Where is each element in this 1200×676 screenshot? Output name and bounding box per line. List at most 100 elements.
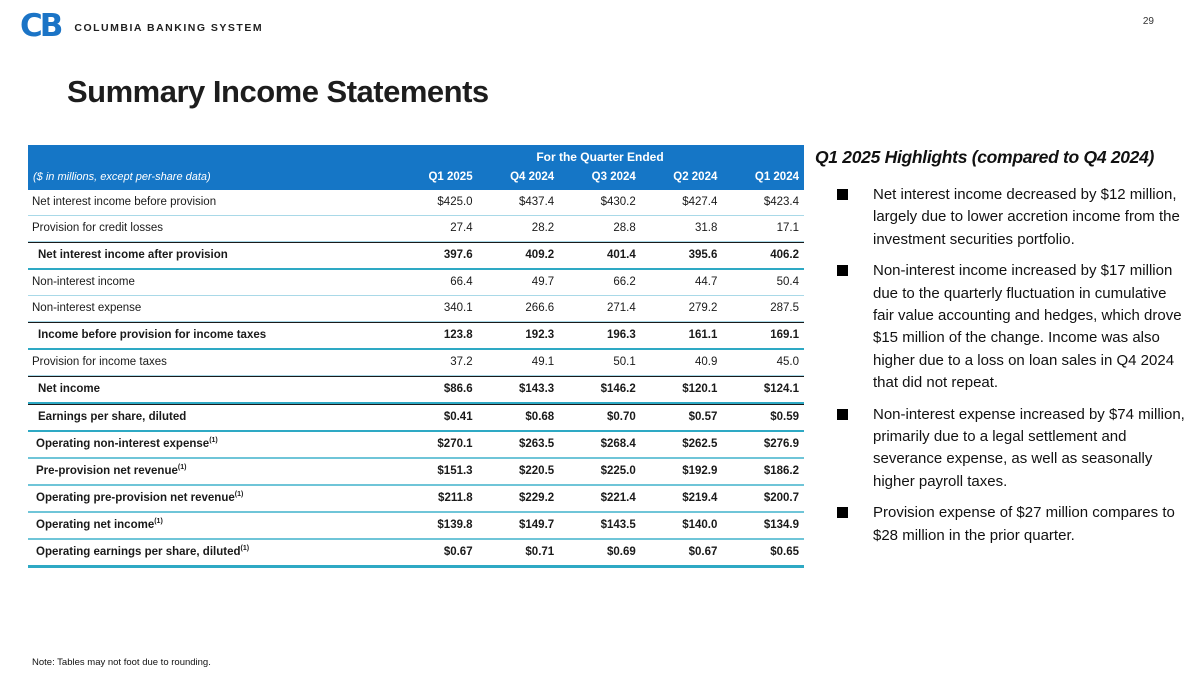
highlight-bullet: Net interest income decreased by $12 mil…: [815, 184, 1193, 251]
units-caption: ($ in millions, except per-share data): [28, 166, 396, 190]
row-value: 266.6: [477, 296, 560, 322]
bullet-square-icon: [837, 408, 848, 420]
bullet-text: Non-interest expense increased by $74 mi…: [873, 405, 1185, 490]
row-value: $0.68: [477, 404, 560, 432]
brand-name: COLUMBIA BANKING SYSTEM: [74, 21, 264, 34]
bullet-square-icon: [837, 507, 848, 519]
row-value: $0.57: [640, 404, 723, 432]
table-row: Operating non-interest expense(1) $270.1 $…: [28, 432, 804, 459]
quarter-ended-spanner: For the Quarter Ended: [396, 145, 804, 166]
column-header-q1-2025: Q1 2025: [396, 166, 478, 190]
table-row: Operating pre-provision net revenue(1) $2…: [28, 486, 804, 513]
footnote-marker: (1): [154, 518, 163, 526]
bullet-text: Net interest income decreased by $12 mil…: [873, 186, 1180, 248]
row-value: 123.8: [396, 322, 478, 350]
table-row: Non-interest income 66.4 49.7 66.2 44.7 50.4: [28, 270, 804, 296]
table-row: Net income $86.6 $143.3 $146.2 $120.1 $124.1: [28, 376, 804, 404]
row-value: $262.5: [640, 432, 723, 459]
table-spanner-row: For the Quarter Ended: [28, 145, 804, 166]
row-value: $124.1: [722, 376, 804, 404]
column-header-q3-2024: Q3 2024: [559, 166, 641, 190]
row-value: $192.9: [640, 459, 723, 486]
row-label: Net interest income after provision: [28, 242, 396, 270]
income-statement-table: For the Quarter Ended ($ in millions, ex…: [28, 145, 804, 568]
row-value: $0.67: [396, 540, 478, 568]
row-label: Provision for credit losses: [28, 216, 396, 242]
row-value: $186.2: [722, 459, 804, 486]
row-value: 397.6: [396, 242, 478, 270]
table-row: Provision for credit losses 27.4 28.2 28.8 3…: [28, 216, 804, 242]
columbia-banking-logo-icon: CB: [20, 8, 63, 44]
row-value: $86.6: [396, 376, 478, 404]
row-label: Income before provision for income taxes: [28, 322, 396, 350]
highlights-list: Net interest income decreased by $12 mil…: [815, 184, 1193, 547]
row-value: $0.41: [396, 404, 478, 432]
bullet-text: Non-interest income increased by $17 mil…: [873, 262, 1182, 392]
row-label: Operating non-interest expense(1): [28, 432, 396, 459]
page-title: Summary Income Statements: [67, 74, 489, 109]
row-value: $0.67: [640, 540, 723, 568]
footnote-marker: (1): [209, 437, 218, 445]
row-value: 66.4: [396, 270, 478, 296]
row-value: 17.1: [722, 216, 804, 242]
row-value: 50.1: [559, 350, 641, 376]
header-empty-cell: [28, 145, 396, 166]
highlight-bullet: Non-interest expense increased by $74 mi…: [815, 404, 1193, 494]
row-label: Earnings per share, diluted: [28, 404, 396, 432]
row-value: 27.4: [396, 216, 478, 242]
row-value: 44.7: [640, 270, 723, 296]
row-value: $220.5: [477, 459, 560, 486]
highlight-bullet: Non-interest income increased by $17 mil…: [815, 260, 1193, 394]
bullet-square-icon: [837, 265, 848, 277]
row-value: 66.2: [559, 270, 641, 296]
row-label: Non-interest income: [28, 270, 396, 296]
row-value: $221.4: [559, 486, 641, 513]
table-row: Income before provision for income taxes…: [28, 322, 804, 350]
row-value: 28.2: [477, 216, 560, 242]
table-row: Pre-provision net revenue(1) $151.3 $220.5…: [28, 459, 804, 486]
column-header-q1-2024: Q1 2024: [722, 166, 804, 190]
page-number: 29: [1142, 16, 1154, 27]
highlight-bullet: Provision expense of $27 million compare…: [815, 502, 1193, 547]
income-statement-table-container: For the Quarter Ended ($ in millions, ex…: [28, 145, 804, 568]
row-value: $149.7: [477, 513, 560, 540]
row-value: 50.4: [722, 270, 804, 296]
row-value: $200.7: [722, 486, 804, 513]
row-value: $143.3: [477, 376, 560, 404]
row-value: 37.2: [396, 350, 478, 376]
column-header-q2-2024: Q2 2024: [640, 166, 723, 190]
highlights-panel: Q1 2025 Highlights (compared to Q4 2024)…: [815, 147, 1193, 556]
row-value: 401.4: [559, 242, 641, 270]
row-value: $211.8: [396, 486, 478, 513]
footnote-marker: (1): [240, 545, 250, 553]
row-value: $423.4: [722, 190, 804, 216]
row-value: 271.4: [559, 296, 641, 322]
bullet-text: Provision expense of $27 million compare…: [873, 504, 1175, 544]
table-column-header-row: ($ in millions, except per-share data) Q…: [28, 166, 804, 190]
row-value: 196.3: [559, 322, 641, 350]
footnote-marker: (1): [177, 464, 187, 472]
row-value: $225.0: [559, 459, 641, 486]
row-value: $0.59: [722, 404, 804, 432]
row-value: $151.3: [396, 459, 478, 486]
row-value: 406.2: [722, 242, 804, 270]
row-value: 45.0: [722, 350, 804, 376]
row-value: $425.0: [396, 190, 478, 216]
table-row: Operating earnings per share, diluted(1)…: [28, 540, 804, 568]
row-value: $146.2: [559, 376, 641, 404]
row-label: Operating net income(1): [28, 513, 396, 540]
row-label: Provision for income taxes: [28, 350, 396, 376]
row-value: $120.1: [640, 376, 723, 404]
footnote-rounding: Note: Tables may not foot due to roundin…: [32, 656, 211, 668]
row-label: Net income: [28, 376, 396, 404]
row-value: $263.5: [477, 432, 560, 459]
footnote-marker: (1): [234, 491, 244, 499]
row-value: 192.3: [477, 322, 560, 350]
highlights-title: Q1 2025 Highlights (compared to Q4 2024): [815, 147, 1155, 167]
row-label: Non-interest expense: [28, 296, 396, 322]
income-table-body: Net interest income before provision $425…: [28, 190, 804, 568]
row-value: $139.8: [396, 513, 478, 540]
bullet-square-icon: [837, 189, 848, 200]
row-value: $219.4: [640, 486, 723, 513]
